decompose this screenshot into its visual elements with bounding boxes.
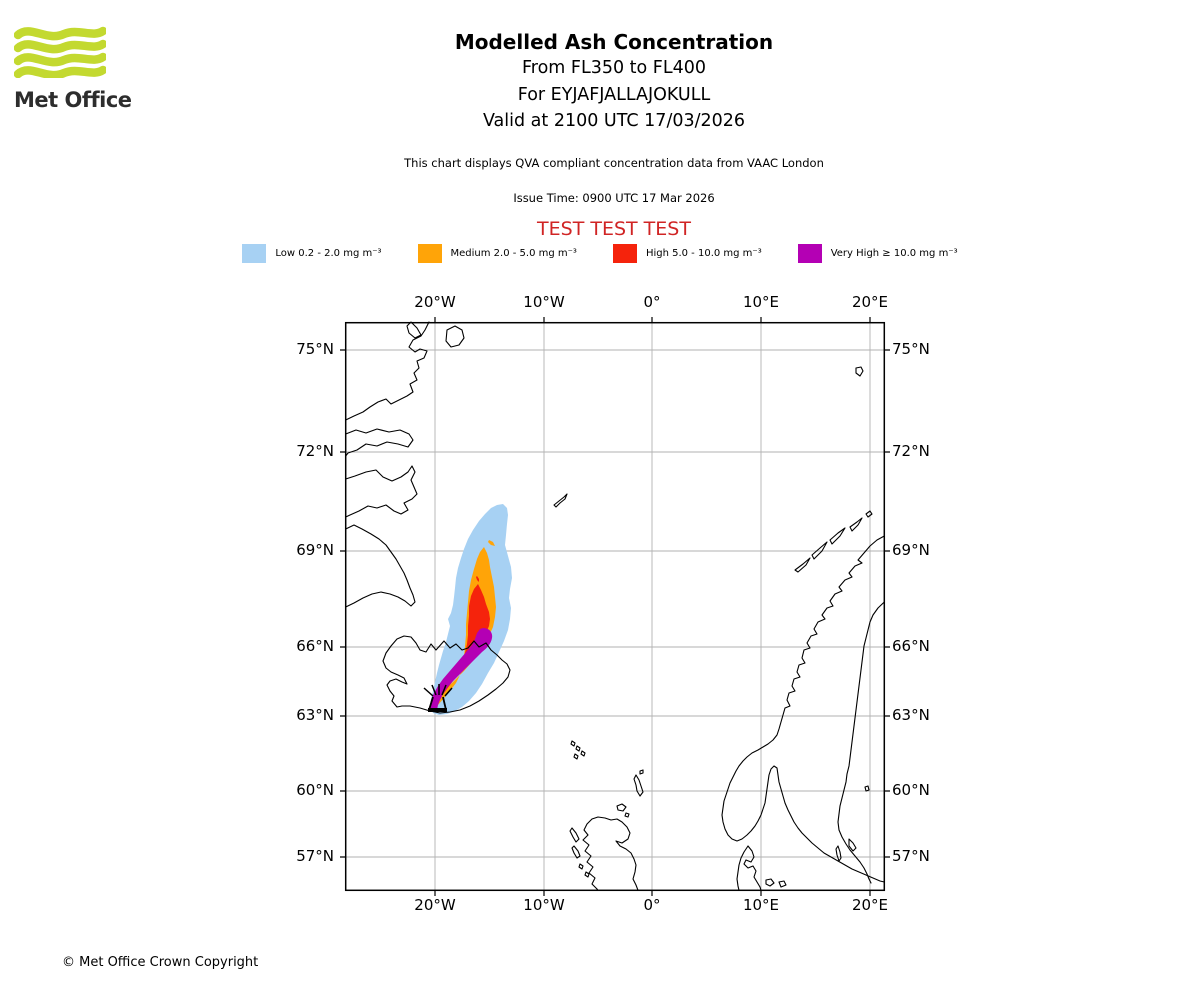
x-tick-top-20w: 20°W — [414, 293, 456, 311]
orkney-islands — [616, 803, 630, 818]
very-high-swatch — [797, 244, 822, 263]
x-tick-top-20e: 20°E — [851, 293, 889, 311]
grid-lines — [345, 322, 885, 891]
jan-mayen-island — [553, 493, 568, 508]
y-tick-right-66n: 66°N — [892, 637, 930, 655]
copyright-notice: © Met Office Crown Copyright — [62, 955, 259, 970]
y-tick-left-60n: 60°N — [296, 781, 334, 799]
met-office-waves-icon — [13, 26, 108, 80]
x-tick-bottom-10e: 10°E — [742, 896, 780, 914]
medium-label: Medium 2.0 - 5.0 mg m⁻³ — [450, 248, 577, 259]
met-office-logo: Met Office — [13, 26, 134, 112]
ash-contour-very-high — [430, 628, 493, 712]
logo-wave-group — [13, 26, 108, 80]
legend-item-medium: Medium 2.0 - 5.0 mg m⁻³ — [417, 244, 577, 263]
title-block: Modelled Ash Concentration From FL350 to… — [28, 30, 1200, 240]
low-label: Low 0.2 - 2.0 mg m⁻³ — [275, 248, 382, 259]
faroe-islands — [570, 740, 586, 760]
x-tick-top-10e: 10°E — [742, 293, 780, 311]
x-tick-bottom-20w: 20°W — [414, 896, 456, 914]
y-tick-left-75n: 75°N — [296, 340, 334, 358]
denmark-coastline — [736, 845, 787, 891]
hebrides-islands — [569, 827, 590, 878]
x-tick-top-10w: 10°W — [523, 293, 565, 311]
tick-marks — [340, 317, 890, 896]
logo-wave-2 — [13, 39, 108, 54]
y-tick-right-57n: 57°N — [892, 847, 930, 865]
baltic-islands — [835, 785, 870, 862]
y-tick-right-60n: 60°N — [892, 781, 930, 799]
x-tick-bottom-10w: 10°W — [523, 896, 565, 914]
scotland-coastline — [582, 816, 639, 891]
medium-swatch — [417, 244, 442, 263]
volcano-eruption-icon — [423, 684, 453, 712]
high-swatch — [612, 244, 637, 263]
lofoten-islands — [794, 510, 873, 573]
y-tick-left-57n: 57°N — [296, 847, 334, 865]
concentration-legend: Low 0.2 - 2.0 mg m⁻³ Medium 2.0 - 5.0 mg… — [0, 244, 1200, 263]
y-tick-left-66n: 66°N — [296, 637, 334, 655]
very-high-label: Very High ≥ 10.0 mg m⁻³ — [830, 248, 958, 259]
qva-description: This chart displays QVA compliant concen… — [404, 155, 824, 170]
y-tick-left-72n: 72°N — [296, 442, 334, 460]
greenland-coastline — [345, 321, 465, 608]
test-banner: TEST TEST TEST — [537, 217, 691, 240]
flight-levels: From FL350 to FL400 — [521, 58, 707, 78]
low-swatch — [242, 244, 267, 263]
map-frame — [344, 321, 886, 892]
x-tick-bottom-20e: 20°E — [851, 896, 889, 914]
ash-contour-high — [429, 576, 490, 710]
y-tick-right-69n: 69°N — [892, 541, 930, 559]
iceland-coastline — [382, 635, 511, 714]
volcano-name: For EYJAFJALLAJOKULL — [517, 84, 711, 105]
issue-time: Issue Time: 0900 UTC 17 Mar 2026 — [513, 190, 715, 205]
bear-island — [855, 366, 864, 377]
ash-dispersion-map — [340, 317, 890, 896]
y-tick-left-63n: 63°N — [296, 706, 334, 724]
logo-wave-3 — [13, 52, 108, 67]
y-tick-left-69n: 69°N — [296, 541, 334, 559]
legend-item-very-high: Very High ≥ 10.0 mg m⁻³ — [797, 244, 958, 263]
valid-time: Valid at 2100 UTC 17/03/2026 — [482, 111, 746, 131]
y-tick-right-63n: 63°N — [892, 706, 930, 724]
y-tick-right-72n: 72°N — [892, 442, 930, 460]
legend-item-low: Low 0.2 - 2.0 mg m⁻³ — [242, 244, 382, 263]
logo-wave-4 — [13, 65, 108, 80]
sweden-baltic-coastline — [837, 601, 885, 884]
legend-item-high: High 5.0 - 10.0 mg m⁻³ — [612, 244, 762, 263]
chart-title: Modelled Ash Concentration — [454, 30, 774, 54]
ash-contour-medium — [430, 540, 496, 712]
y-tick-right-75n: 75°N — [892, 340, 930, 358]
logo-wave-1 — [13, 26, 108, 41]
norway-coastline — [721, 535, 885, 883]
x-tick-bottom-0: 0° — [643, 896, 661, 914]
logo-wordmark: Met Office — [14, 88, 132, 112]
high-label: High 5.0 - 10.0 mg m⁻³ — [645, 248, 762, 259]
x-tick-top-0: 0° — [643, 293, 661, 311]
shetland-islands — [633, 769, 644, 797]
